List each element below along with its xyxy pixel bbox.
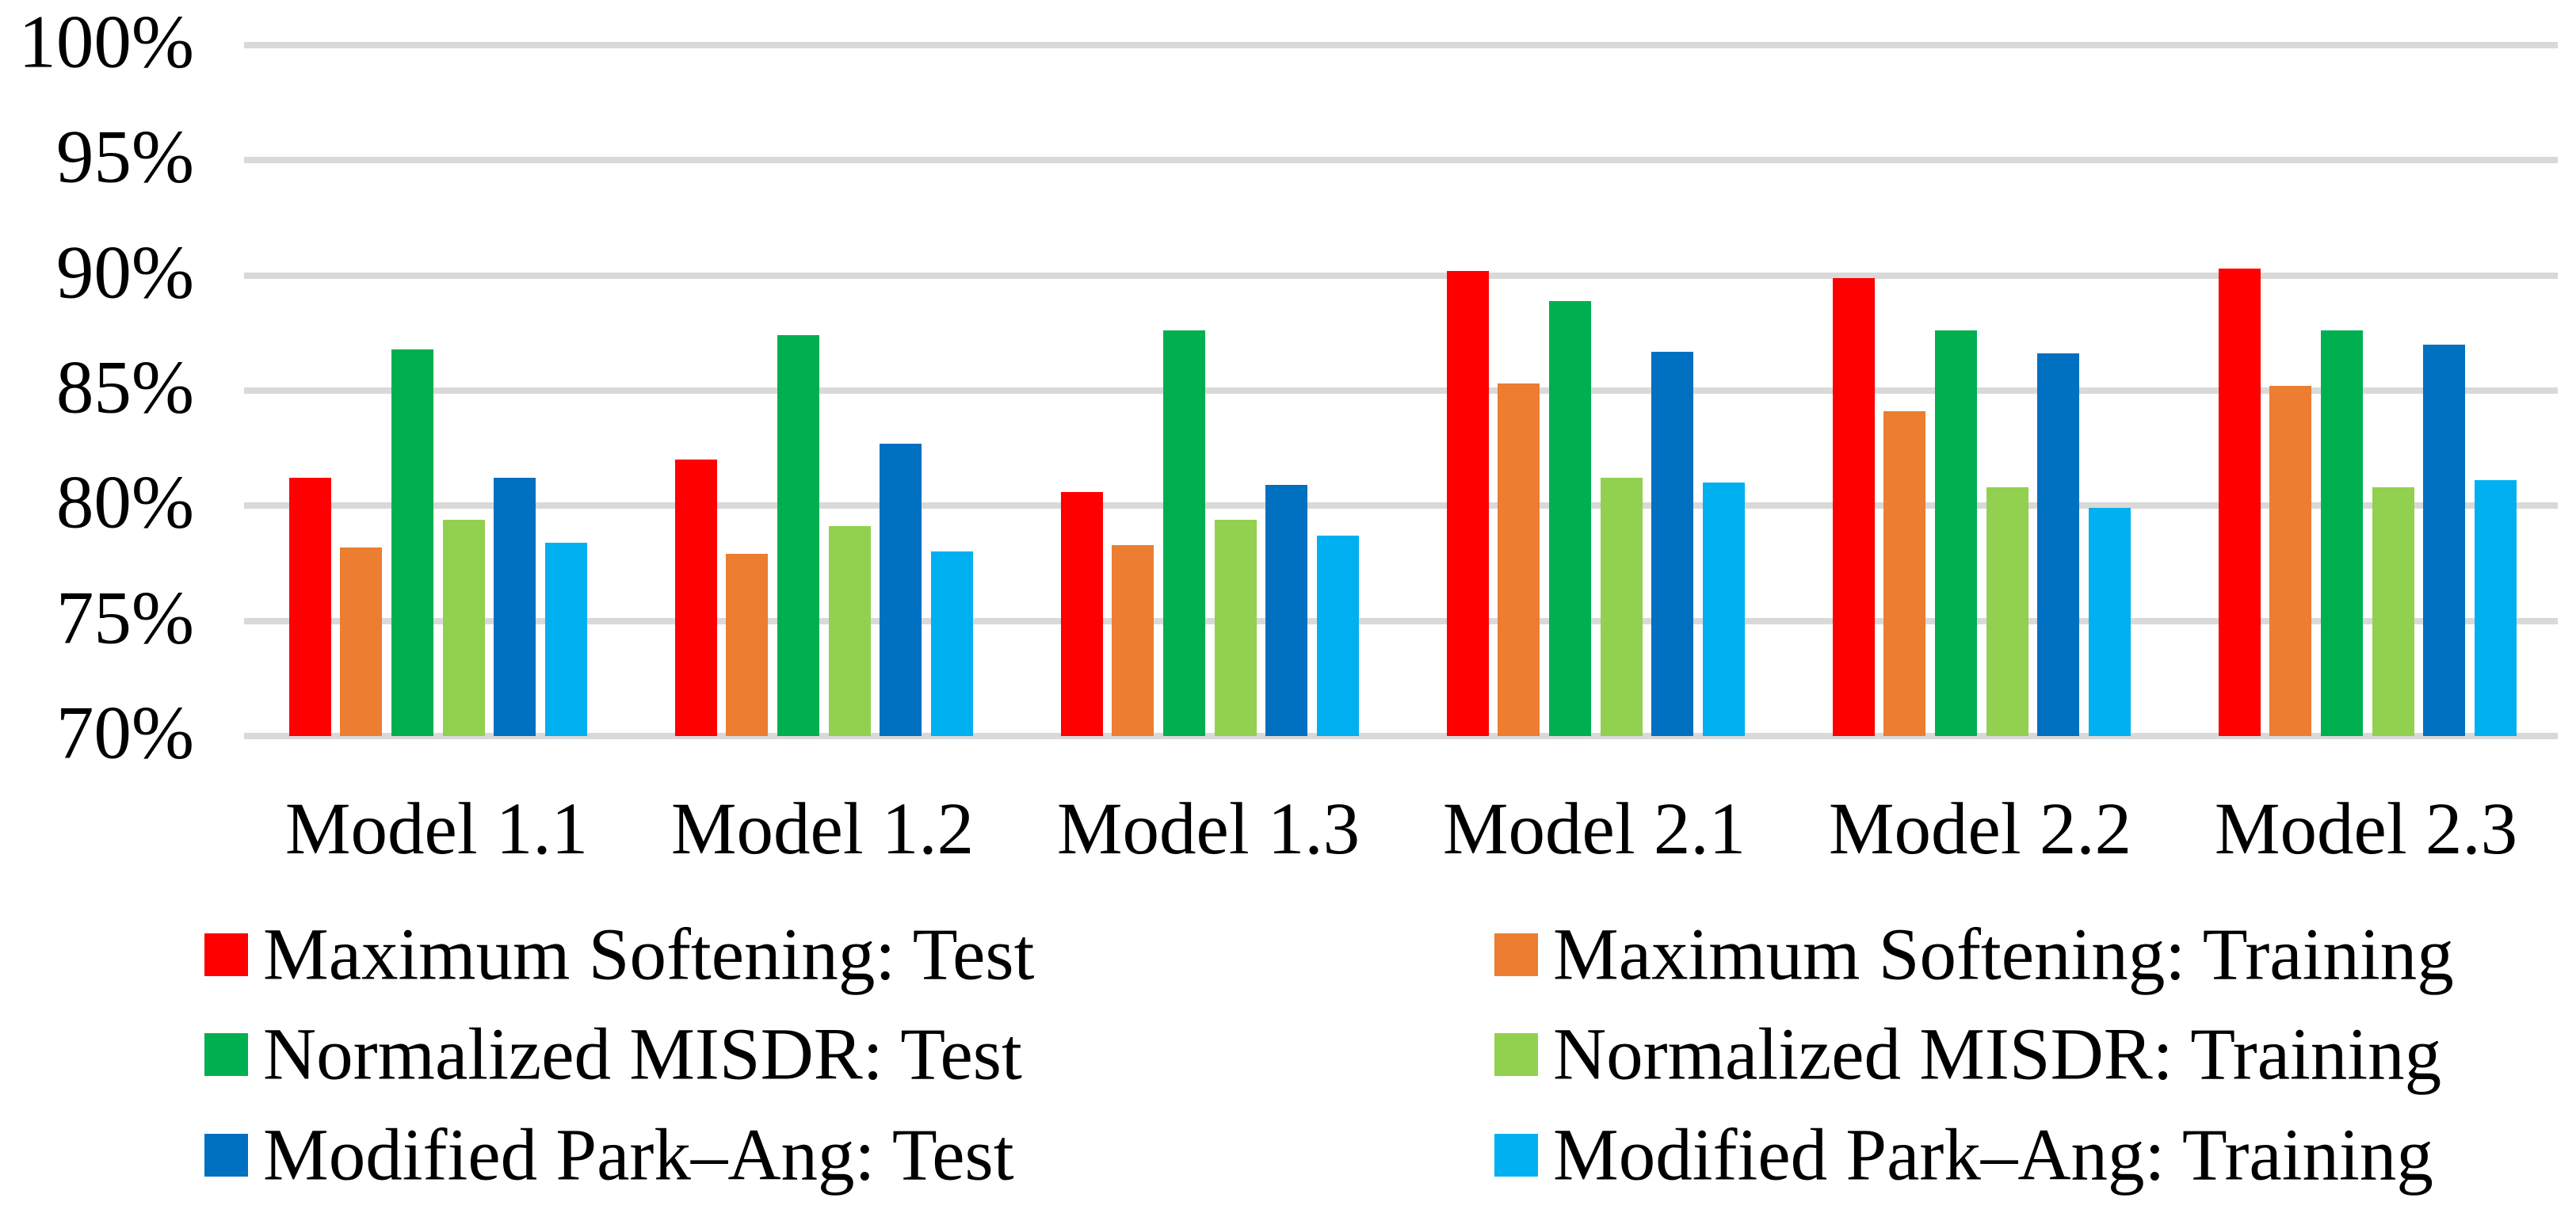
- gridline: [244, 157, 2558, 164]
- y-tick-label: 80%: [55, 460, 194, 545]
- gridline: [244, 42, 2558, 48]
- legend-label: Normalized MISDR: Training: [1553, 1013, 2442, 1096]
- legend-label: Maximum Softening: Training: [1553, 914, 2454, 996]
- bar: [2037, 353, 2080, 736]
- x-axis-label: Model 1.1: [284, 788, 589, 870]
- bar: [2320, 330, 2363, 736]
- x-axis-label: Model 2.1: [1442, 788, 1746, 870]
- bar: [1934, 330, 1977, 736]
- bar: [1060, 491, 1103, 736]
- legend-color-swatch: [1494, 933, 1538, 976]
- bar: [1986, 487, 2028, 736]
- bar: [828, 526, 871, 736]
- legend-color-swatch: [204, 1134, 248, 1177]
- bar: [1162, 330, 1205, 736]
- bar: [545, 542, 587, 736]
- bar: [391, 349, 433, 736]
- bar: [442, 519, 485, 736]
- y-tick-label: 95%: [55, 115, 194, 200]
- gridline: [244, 617, 2558, 624]
- bar: [1883, 411, 1926, 736]
- bar: [1548, 300, 1591, 736]
- y-tick-label: 85%: [55, 345, 194, 429]
- bar: [1317, 536, 1359, 736]
- y-tick-label: 75%: [55, 575, 194, 660]
- x-axis-label: Model 1.3: [1056, 788, 1361, 870]
- bar: [2269, 386, 2312, 736]
- bar: [1651, 351, 1694, 736]
- legend-label: Maximum Softening: Test: [263, 914, 1035, 996]
- bar: [1498, 383, 1540, 736]
- bar: [1112, 544, 1154, 736]
- x-axis-label: Model 2.3: [2214, 788, 2518, 870]
- legend-label: Modified Park–Ang: Test: [263, 1114, 1014, 1196]
- x-axis-label: Model 2.2: [1828, 788, 2132, 870]
- bar: [494, 478, 536, 736]
- bar: [1600, 478, 1643, 736]
- legend-label: Normalized MISDR: Test: [263, 1013, 1022, 1096]
- legend-label: Modified Park–Ang: Training: [1553, 1114, 2433, 1196]
- bar: [2423, 344, 2466, 736]
- bar: [1265, 485, 1308, 736]
- legend-color-swatch: [1494, 1033, 1538, 1076]
- bar: [2475, 480, 2517, 736]
- bar: [340, 547, 383, 736]
- y-tick-label: 70%: [55, 690, 194, 775]
- x-axis-label: Model 1.2: [670, 788, 975, 870]
- y-tick-label: 100%: [18, 0, 194, 84]
- legend-color-swatch: [1494, 1134, 1538, 1177]
- y-tick-label: 90%: [55, 230, 194, 315]
- legend-color-swatch: [204, 933, 248, 976]
- bar: [2218, 268, 2261, 736]
- bar: [2372, 487, 2414, 736]
- bar: [1832, 277, 1875, 736]
- gridline: [244, 272, 2558, 279]
- bar: [880, 443, 922, 736]
- bar: [931, 551, 973, 736]
- bar: [777, 335, 819, 736]
- bar: [726, 554, 769, 736]
- bar: [288, 478, 331, 736]
- gridline: [244, 387, 2558, 394]
- bar: [1446, 270, 1489, 736]
- bar: [1703, 483, 1745, 736]
- bar: [2089, 508, 2131, 736]
- legend-color-swatch: [204, 1033, 248, 1076]
- gridline: [244, 733, 2558, 739]
- gridline: [244, 502, 2558, 509]
- bar: [674, 460, 717, 736]
- bar: [1214, 519, 1257, 736]
